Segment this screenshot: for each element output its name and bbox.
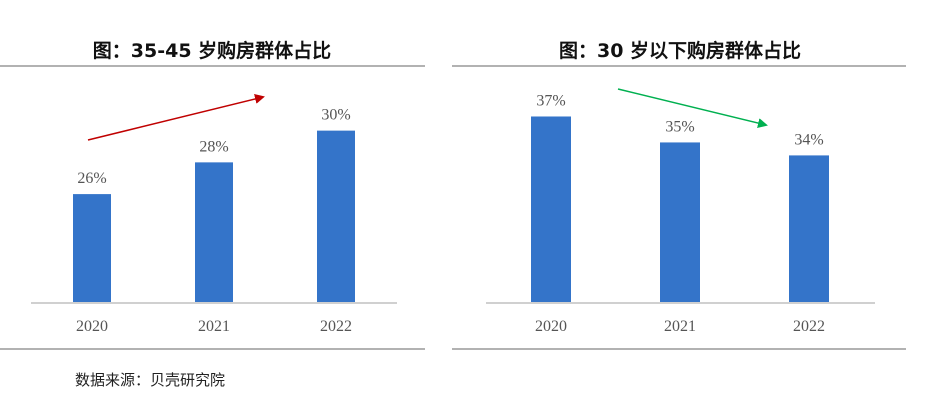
x-tick-label: 2022: [793, 318, 825, 335]
bar-2020: [73, 194, 111, 302]
source-note: 数据来源：贝壳研究院: [75, 371, 226, 389]
chart-title-left: 图：35-45 岁购房群体占比: [93, 39, 331, 62]
data-label: 26%: [77, 170, 106, 187]
x-tick-label: 2020: [76, 318, 108, 335]
data-label: 34%: [794, 131, 823, 148]
bar-2021: [660, 142, 700, 302]
data-label: 30%: [321, 107, 350, 124]
trend-arrow-up: [87, 94, 265, 141]
x-tick-label: 2021: [664, 318, 696, 335]
x-tick-label: 2020: [535, 318, 567, 335]
bar-2022: [789, 155, 829, 302]
x-tick-label: 2021: [198, 318, 230, 335]
bar-2020: [531, 116, 571, 303]
data-label: 37%: [536, 92, 565, 109]
bar-2022: [317, 130, 355, 302]
trend-arrow-down: [617, 88, 768, 128]
data-label: 35%: [665, 118, 694, 135]
chart-title-right: 图：30 岁以下购房群体占比: [559, 39, 801, 62]
bar-2021: [195, 162, 233, 302]
x-tick-label: 2022: [320, 318, 352, 335]
data-label: 28%: [199, 138, 228, 155]
